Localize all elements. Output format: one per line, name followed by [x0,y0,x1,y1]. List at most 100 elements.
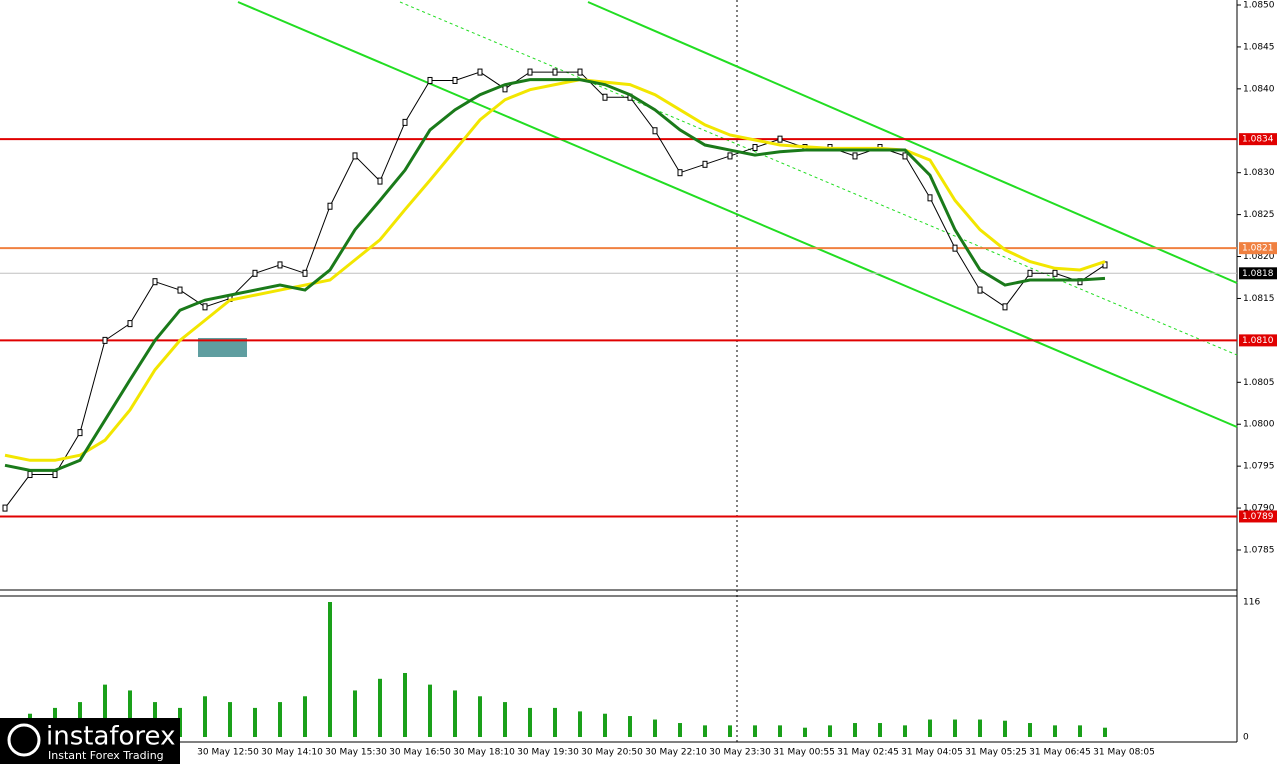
candle [577,68,583,76]
x-tick-label: 30 May 19:30 [517,748,579,758]
volume-bar [953,719,957,737]
y-tick-label: 1.0815 [1243,294,1275,304]
volume-bar [1053,725,1057,737]
volume-bar [1103,727,1107,737]
level-label: 1.0821 [1242,244,1274,254]
x-tick-label: 30 May 12:50 [197,748,259,758]
x-tick-label: 30 May 22:10 [645,748,707,758]
x-tick-label: 30 May 16:50 [389,748,451,758]
candle [752,144,758,152]
y-tick-label: 0 [1243,733,1249,743]
level-label-box [1239,334,1277,347]
volume-bar [103,684,107,737]
candle [277,261,283,269]
volume-bar [778,725,782,737]
level-label-box [1239,242,1277,255]
level-label-box [1239,267,1277,280]
x-tick-label: 30 May 18:10 [453,748,515,758]
volume-bar [353,690,357,737]
volume-bar [1078,725,1082,737]
candle [602,93,608,101]
level-label: 1.0834 [1242,135,1274,145]
x-tick-label: 30 May 23:30 [709,748,771,758]
volume-bar [328,602,332,737]
candle [1027,269,1033,277]
candle [52,471,58,479]
x-tick-label: 30 May 15:30 [325,748,387,758]
candle [177,286,183,294]
candle [402,118,408,126]
volume-bar [278,702,282,737]
x-tick-label: 31 May 06:45 [1029,748,1091,758]
level-label-box [1239,133,1277,146]
candle [652,127,658,135]
volume-bar [378,678,382,737]
candle [127,320,133,328]
candle [77,429,83,437]
volume-bar [678,723,682,737]
series-line [4,78,1106,462]
candle [477,68,483,76]
level-label-box [1239,510,1277,523]
volume-bar [1003,720,1007,737]
volume-bar [478,696,482,737]
volume-bar [903,725,907,737]
x-tick-label: 31 May 05:25 [965,748,1027,758]
volume-bar [828,725,832,737]
candle [202,303,208,311]
volume-bar [403,672,407,737]
candle [152,278,158,286]
y-tick-label: 1.0805 [1243,378,1275,388]
level-label: 1.0789 [1242,512,1274,522]
volume-bar [653,719,657,737]
y-tick-label: 1.0795 [1243,462,1275,472]
y-tick-label: 1.0830 [1243,168,1275,178]
channel-line [587,1,1238,284]
volume-bar [628,716,632,737]
signal-box [198,338,247,357]
candle [352,152,358,160]
candle [977,286,983,294]
candle [902,152,908,160]
candle [727,152,733,160]
volume-bar [253,707,257,737]
volume-bar [578,711,582,737]
x-tick-label: 31 May 00:55 [773,748,835,758]
volume-bar [853,723,857,737]
y-tick-label: 1.0820 [1243,252,1275,262]
candle [27,471,33,479]
x-tick-label: 30 May 20:50 [581,748,643,758]
volume-bar [228,702,232,737]
candle [252,269,258,277]
logo: instaforex Instant Forex Trading [0,718,180,764]
candle [327,202,333,210]
x-tick-label: 31 May 04:05 [901,748,963,758]
volume-bar [603,713,607,737]
y-tick-label: 1.0785 [1243,546,1275,556]
volume-bar [553,707,557,737]
candle [1002,303,1008,311]
candle [302,269,308,277]
candle [427,76,433,84]
candle [452,76,458,84]
series-line [4,78,1106,472]
volume-bar [203,696,207,737]
brand-name: instaforex [46,722,175,752]
decorations [0,0,1238,743]
candle [702,160,708,168]
candle [527,68,533,76]
candle [777,135,783,143]
candle [952,244,958,252]
y-tick-label: 1.0800 [1243,420,1275,430]
volume-bar [978,719,982,737]
y-tick-label: 1.0790 [1243,504,1275,514]
volume-bar [303,696,307,737]
candle [102,336,108,344]
level-label: 1.0818 [1242,269,1274,279]
brand-tagline: Instant Forex Trading [48,749,164,762]
candle [852,152,858,160]
level-label: 1.0810 [1242,336,1274,346]
volume-bar [928,719,932,737]
